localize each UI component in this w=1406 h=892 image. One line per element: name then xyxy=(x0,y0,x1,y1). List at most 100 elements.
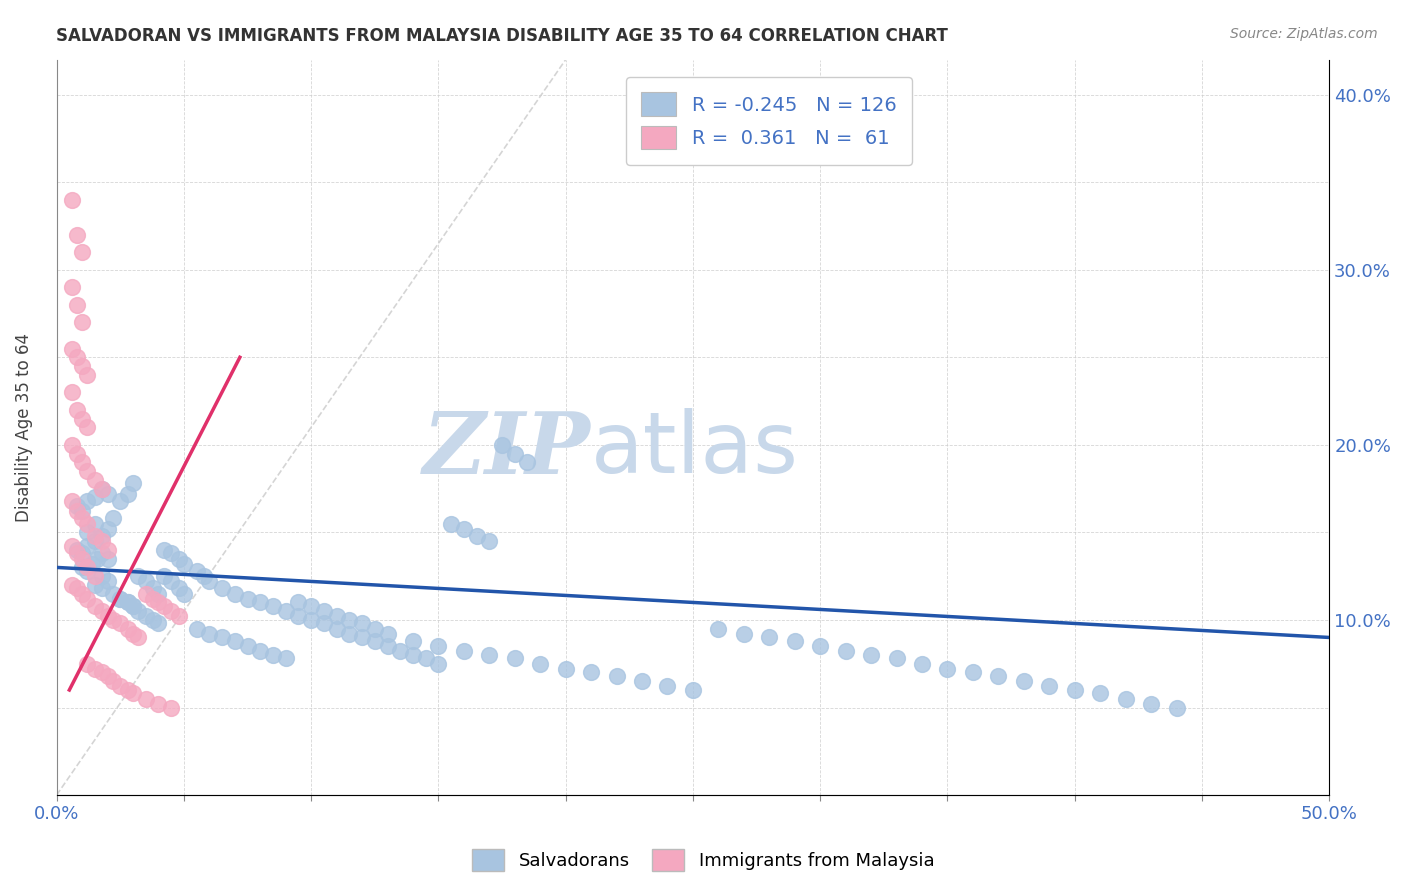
Point xyxy=(148,595,170,609)
Point xyxy=(427,639,450,653)
Text: atlas: atlas xyxy=(591,408,799,491)
Point xyxy=(193,569,215,583)
Point xyxy=(274,651,297,665)
Point xyxy=(70,546,93,560)
Y-axis label: Disability Age 35 to 64: Disability Age 35 to 64 xyxy=(15,333,32,522)
Point xyxy=(936,662,959,676)
Point xyxy=(554,662,576,676)
Point xyxy=(249,595,271,609)
Point xyxy=(834,644,856,658)
Point xyxy=(440,516,463,531)
Point xyxy=(886,651,908,665)
Point xyxy=(76,494,98,508)
Point xyxy=(606,669,628,683)
Point xyxy=(60,193,83,207)
Point xyxy=(91,534,114,549)
Point xyxy=(76,564,98,578)
Point xyxy=(503,447,526,461)
Point xyxy=(110,591,132,606)
Point xyxy=(83,569,105,583)
Point xyxy=(101,511,124,525)
Point xyxy=(70,560,93,574)
Text: ZIP: ZIP xyxy=(423,408,591,491)
Point xyxy=(299,613,322,627)
Point xyxy=(127,569,149,583)
Point xyxy=(83,599,105,613)
Point xyxy=(579,665,602,680)
Point xyxy=(783,634,806,648)
Point xyxy=(76,368,98,382)
Point xyxy=(198,574,221,589)
Point xyxy=(389,644,412,658)
Point xyxy=(117,622,139,636)
Point xyxy=(83,578,105,592)
Point xyxy=(66,499,89,513)
Point xyxy=(478,534,501,549)
Point xyxy=(83,529,105,543)
Point xyxy=(186,622,208,636)
Point xyxy=(76,591,98,606)
Point xyxy=(516,455,538,469)
Point xyxy=(86,551,108,566)
Point xyxy=(148,697,170,711)
Point xyxy=(91,482,114,496)
Point xyxy=(377,639,399,653)
Point xyxy=(1063,683,1085,698)
Point xyxy=(707,622,730,636)
Point xyxy=(91,482,114,496)
Point xyxy=(249,644,271,658)
Point xyxy=(117,683,139,698)
Point xyxy=(122,599,145,613)
Point xyxy=(70,245,93,260)
Point xyxy=(631,674,654,689)
Point xyxy=(808,639,831,653)
Point xyxy=(262,648,284,662)
Point xyxy=(211,582,233,596)
Point xyxy=(503,651,526,665)
Point xyxy=(337,613,360,627)
Point xyxy=(101,613,124,627)
Point xyxy=(117,595,139,609)
Point xyxy=(337,627,360,641)
Point xyxy=(491,438,513,452)
Point xyxy=(478,648,501,662)
Point xyxy=(160,604,183,618)
Point xyxy=(135,691,157,706)
Point xyxy=(122,627,145,641)
Point xyxy=(173,587,195,601)
Point xyxy=(96,542,118,557)
Point xyxy=(76,560,98,574)
Point xyxy=(167,609,190,624)
Point xyxy=(70,455,93,469)
Point xyxy=(148,616,170,631)
Legend: Salvadorans, Immigrants from Malaysia: Salvadorans, Immigrants from Malaysia xyxy=(464,842,942,879)
Point xyxy=(427,657,450,671)
Point xyxy=(60,438,83,452)
Point xyxy=(122,599,145,613)
Point xyxy=(76,540,98,554)
Point xyxy=(287,595,309,609)
Point xyxy=(60,540,83,554)
Point xyxy=(198,627,221,641)
Point xyxy=(312,616,335,631)
Point xyxy=(76,464,98,478)
Point xyxy=(160,574,183,589)
Point xyxy=(70,359,93,373)
Point xyxy=(66,447,89,461)
Point xyxy=(117,595,139,609)
Point xyxy=(142,591,165,606)
Point xyxy=(364,634,387,648)
Point xyxy=(60,385,83,400)
Text: SALVADORAN VS IMMIGRANTS FROM MALAYSIA DISABILITY AGE 35 TO 64 CORRELATION CHART: SALVADORAN VS IMMIGRANTS FROM MALAYSIA D… xyxy=(56,27,948,45)
Point xyxy=(364,622,387,636)
Point xyxy=(167,582,190,596)
Point xyxy=(465,529,488,543)
Point xyxy=(274,604,297,618)
Point xyxy=(117,487,139,501)
Point xyxy=(758,631,780,645)
Point xyxy=(415,651,437,665)
Point xyxy=(122,686,145,700)
Point xyxy=(83,662,105,676)
Point xyxy=(135,587,157,601)
Point xyxy=(402,648,425,662)
